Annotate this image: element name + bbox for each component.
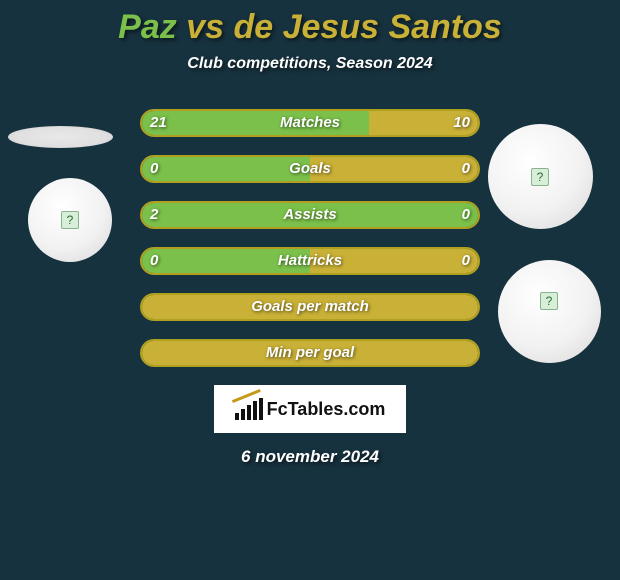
- stat-label: Assists: [140, 201, 480, 229]
- title-player-right: de Jesus Santos: [233, 8, 501, 46]
- fctables-logo-icon: [235, 398, 263, 420]
- logo-text: FcTables.com: [267, 399, 386, 420]
- comparison-card: Paz vs de Jesus Santos Club competitions…: [0, 0, 620, 467]
- page-title: Paz vs de Jesus Santos: [0, 0, 620, 47]
- stat-label: Matches: [140, 109, 480, 137]
- stat-row: Goals per match: [140, 293, 480, 321]
- stat-row: 00Goals: [140, 155, 480, 183]
- stat-label: Goals: [140, 155, 480, 183]
- stats-chart: 2110Matches 00Goals 20Assists 00Hattricks Go…: [0, 109, 620, 367]
- title-player-left: Paz: [118, 8, 177, 46]
- stat-row: 00Hattricks: [140, 247, 480, 275]
- subtitle: Club competitions, Season 2024: [0, 55, 620, 73]
- title-vs: vs: [177, 8, 234, 46]
- footer-date: 6 november 2024: [0, 447, 620, 467]
- stat-label: Goals per match: [140, 293, 480, 321]
- stat-label: Min per goal: [140, 339, 480, 367]
- stat-row: 20Assists: [140, 201, 480, 229]
- stat-row: 2110Matches: [140, 109, 480, 137]
- logo-bar: FcTables.com: [214, 385, 406, 433]
- stat-row: Min per goal: [140, 339, 480, 367]
- stat-label: Hattricks: [140, 247, 480, 275]
